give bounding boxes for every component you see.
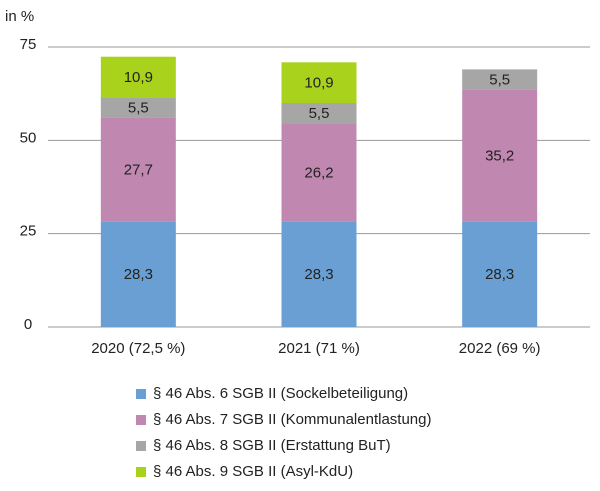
data-label: 27,7 [124, 162, 153, 179]
y-axis-label: in % [5, 8, 34, 25]
x-tick-label: 2020 (72,5 %) [91, 340, 185, 357]
bar-segment [100, 117, 176, 222]
x-tick-label: 2021 (71 %) [278, 340, 360, 357]
legend-swatch [136, 441, 146, 451]
bar-segment [462, 221, 538, 327]
bar-segment [462, 89, 538, 222]
data-label: 35,2 [485, 148, 514, 165]
legend-swatch [136, 389, 146, 399]
x-tick-label: 2022 (69 %) [459, 340, 541, 357]
y-tick-label: 50 [20, 129, 37, 146]
data-label: 28,3 [304, 266, 333, 283]
data-label: 5,5 [309, 105, 330, 122]
bar-segment [462, 69, 538, 90]
legend-label: § 46 Abs. 9 SGB II (Asyl-KdU) [153, 463, 353, 480]
bar-segment [281, 103, 357, 124]
bar-segment [100, 221, 176, 327]
bar-segment [281, 62, 357, 103]
bar-segment [100, 97, 176, 118]
y-tick-label: 75 [20, 36, 37, 53]
bar-segment [100, 56, 176, 98]
y-tick-label: 0 [24, 316, 32, 333]
y-tick-label: 25 [20, 223, 37, 240]
data-label: 5,5 [128, 100, 149, 117]
data-label: 28,3 [124, 266, 153, 283]
data-label: 5,5 [489, 72, 510, 89]
legend-label: § 46 Abs. 7 SGB II (Kommunalentlastung) [153, 411, 431, 428]
legend-label: § 46 Abs. 6 SGB II (Sockelbeteiligung) [153, 385, 408, 402]
legend-swatch [136, 467, 146, 477]
data-label: 10,9 [304, 75, 333, 92]
data-label: 10,9 [124, 69, 153, 86]
data-label: 26,2 [304, 164, 333, 181]
legend-label: § 46 Abs. 8 SGB II (Erstattung BuT) [153, 437, 391, 454]
bar-segment [281, 123, 357, 222]
data-label: 28,3 [485, 266, 514, 283]
bar-segment [281, 221, 357, 327]
legend-swatch [136, 415, 146, 425]
